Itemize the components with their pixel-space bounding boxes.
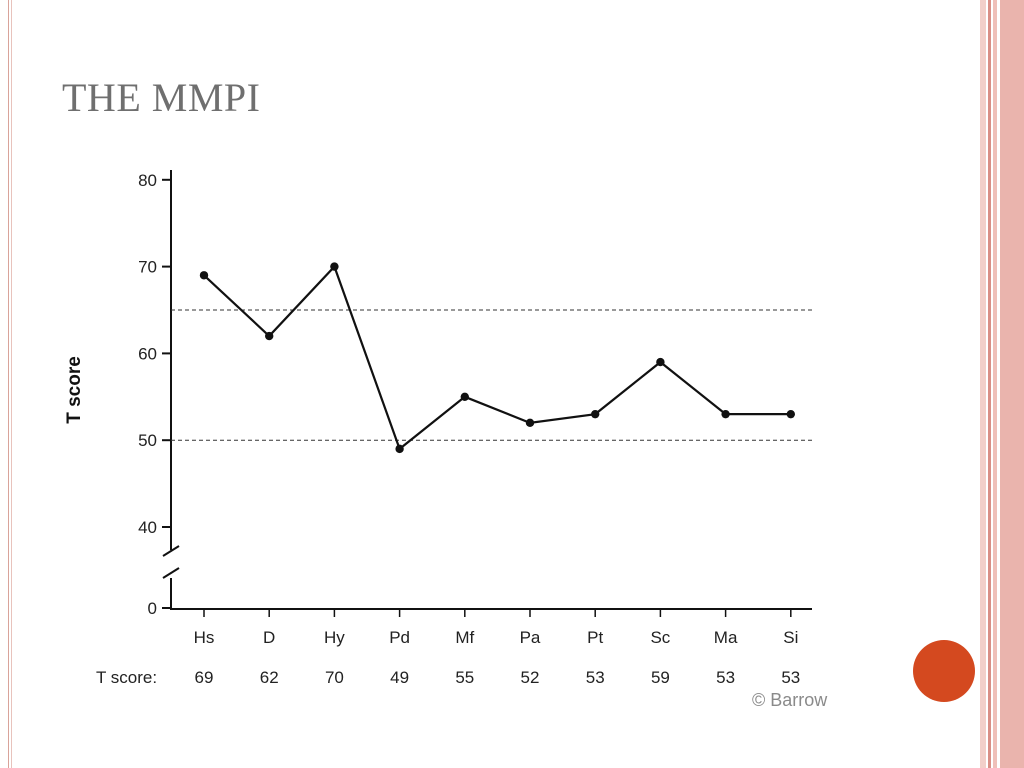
data-point <box>395 444 404 454</box>
data-point <box>525 418 535 428</box>
right-decorative-bars <box>980 0 1024 768</box>
x-tick-label: Mf <box>455 628 474 647</box>
score-row-value: 69 <box>195 668 214 687</box>
data-point <box>656 357 665 367</box>
y-axis-label: T score <box>64 356 85 424</box>
slide-title: THE MMPI <box>62 75 261 120</box>
x-tick-label: Sc <box>650 628 670 647</box>
x-tick-label: Hs <box>194 628 215 647</box>
score-row-value: 53 <box>716 668 735 687</box>
left-border-line-inner <box>11 0 12 768</box>
data-point <box>591 409 600 419</box>
data-series-line <box>203 264 791 451</box>
y-tick-label: 80 <box>138 171 157 190</box>
y-tick-label: 70 <box>138 258 157 277</box>
data-point <box>265 331 274 341</box>
axis-break-mark-top <box>162 545 180 557</box>
data-point <box>786 409 795 419</box>
x-tick-label: Pa <box>520 628 541 647</box>
score-row-value: 62 <box>260 668 279 687</box>
accent-circle <box>913 640 975 702</box>
score-row-value: 70 <box>325 668 344 687</box>
score-row-value: 53 <box>781 668 800 687</box>
image-credit: © Barrow <box>752 690 828 710</box>
y-tick-label: 0 <box>148 599 157 618</box>
x-tick-label: Si <box>783 628 798 647</box>
axis-break-mark-bottom <box>162 567 180 579</box>
y-tick-label: 40 <box>138 518 157 537</box>
score-row-value: 55 <box>455 668 474 687</box>
left-border-line <box>8 0 9 768</box>
x-tick-label: Hy <box>324 628 345 647</box>
x-tick-label: Ma <box>714 628 738 647</box>
score-row-value: 53 <box>586 668 605 687</box>
data-point <box>330 262 339 271</box>
score-row-value: 52 <box>521 668 540 687</box>
score-row-label: T score: <box>96 668 157 687</box>
mmpi-line-chart: 80 70 60 50 40 0 T score Hs 69 D 62 Hy 70 Pd 49 Mf 55 Pa 5… <box>64 170 812 687</box>
y-tick-label: 60 <box>138 344 157 363</box>
data-point <box>460 392 469 401</box>
x-tick-label: D <box>263 628 275 647</box>
y-tick-label: 50 <box>138 431 157 450</box>
x-tick-label: Pt <box>587 628 603 647</box>
score-row-value: 49 <box>390 668 409 687</box>
x-tick-label: Pd <box>389 628 410 647</box>
data-point <box>721 409 730 419</box>
score-row-value: 59 <box>651 668 670 687</box>
data-point <box>199 271 209 280</box>
